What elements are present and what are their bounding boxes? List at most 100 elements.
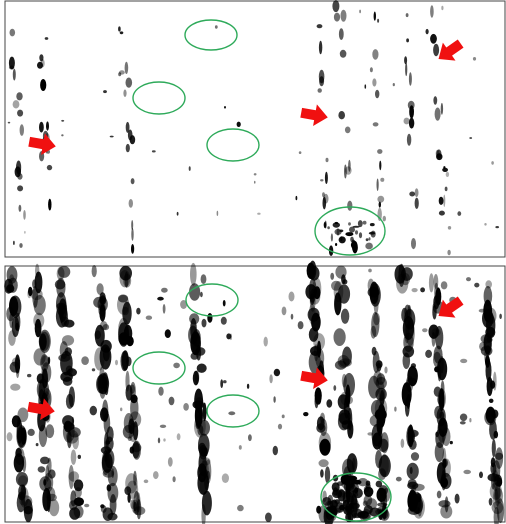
speckle bbox=[125, 77, 133, 88]
speckle bbox=[491, 409, 499, 419]
speckle bbox=[407, 505, 420, 515]
speckle bbox=[414, 188, 419, 198]
speckle bbox=[8, 65, 15, 70]
speckle bbox=[374, 397, 388, 419]
speckle bbox=[60, 371, 73, 382]
speckle bbox=[367, 432, 374, 436]
speckle bbox=[410, 363, 416, 369]
speckle bbox=[45, 465, 50, 482]
speckle bbox=[343, 505, 352, 515]
speckle bbox=[200, 447, 207, 457]
speckle bbox=[44, 37, 49, 40]
speckle bbox=[42, 487, 51, 512]
speckle bbox=[189, 283, 201, 301]
speckle bbox=[483, 299, 493, 323]
speckle bbox=[372, 122, 379, 127]
speckle bbox=[221, 473, 229, 484]
speckle bbox=[494, 482, 501, 507]
speckle bbox=[32, 279, 37, 289]
speckle bbox=[123, 89, 127, 97]
speckle bbox=[94, 347, 105, 371]
speckle bbox=[228, 411, 236, 416]
speckle bbox=[349, 496, 358, 506]
speckle bbox=[488, 398, 494, 403]
speckle bbox=[109, 135, 114, 138]
speckle bbox=[172, 476, 176, 483]
speckle bbox=[6, 432, 13, 442]
speckle bbox=[308, 350, 321, 374]
speckle bbox=[84, 503, 90, 508]
speckle bbox=[269, 374, 273, 384]
top-panel bbox=[4, 0, 506, 258]
speckle bbox=[39, 54, 44, 62]
speckle bbox=[103, 376, 108, 393]
speckle bbox=[151, 150, 156, 153]
speckle bbox=[69, 500, 78, 511]
speckle bbox=[316, 24, 323, 29]
speckle bbox=[214, 25, 218, 29]
speckle bbox=[120, 351, 129, 372]
speckle bbox=[201, 490, 212, 516]
speckle bbox=[392, 83, 395, 87]
speckle bbox=[16, 92, 23, 101]
speckle bbox=[377, 18, 380, 23]
circle-marker bbox=[132, 81, 186, 115]
speckle bbox=[94, 324, 105, 347]
speckle bbox=[13, 240, 15, 245]
speckle bbox=[332, 0, 340, 13]
speckle bbox=[12, 68, 16, 81]
speckle bbox=[298, 151, 302, 155]
speckle bbox=[100, 504, 105, 509]
speckle bbox=[318, 69, 325, 84]
speckle bbox=[101, 450, 110, 476]
speckle bbox=[410, 484, 417, 501]
speckle bbox=[159, 424, 167, 428]
speckle bbox=[127, 493, 131, 503]
speckle bbox=[440, 380, 445, 398]
speckle bbox=[334, 292, 342, 316]
speckle bbox=[118, 294, 129, 303]
speckle bbox=[253, 173, 257, 176]
speckle bbox=[407, 365, 418, 387]
speckle bbox=[434, 107, 441, 121]
speckle bbox=[384, 366, 388, 374]
speckle bbox=[373, 11, 376, 21]
speckle bbox=[220, 379, 224, 388]
speckle bbox=[37, 61, 43, 69]
speckle bbox=[433, 295, 440, 310]
speckle bbox=[363, 486, 374, 497]
speckle bbox=[15, 312, 21, 332]
speckle bbox=[369, 223, 375, 227]
speckle bbox=[375, 360, 383, 369]
speckle bbox=[322, 196, 327, 210]
speckle bbox=[194, 370, 200, 384]
speckle bbox=[444, 496, 449, 513]
speckle bbox=[324, 466, 331, 484]
speckle bbox=[430, 33, 437, 44]
circle-marker bbox=[132, 351, 186, 385]
speckle bbox=[220, 316, 227, 325]
speckle bbox=[183, 403, 189, 411]
speckle bbox=[441, 469, 447, 491]
speckle bbox=[207, 313, 213, 323]
speckle bbox=[359, 9, 361, 14]
speckle bbox=[370, 399, 384, 418]
speckle bbox=[485, 280, 493, 289]
speckle bbox=[433, 351, 442, 368]
arrow bbox=[28, 133, 56, 156]
speckle bbox=[378, 201, 381, 208]
speckle bbox=[409, 466, 413, 475]
speckle bbox=[405, 62, 408, 77]
speckle bbox=[380, 453, 389, 477]
speckle bbox=[382, 215, 386, 222]
speckle bbox=[368, 268, 372, 273]
speckle bbox=[322, 192, 325, 198]
speckle bbox=[479, 341, 487, 351]
speckle bbox=[357, 478, 369, 487]
speckle bbox=[68, 471, 80, 482]
speckle bbox=[368, 231, 376, 235]
speckle bbox=[68, 464, 75, 490]
speckle bbox=[91, 368, 96, 372]
speckle bbox=[372, 78, 377, 87]
speckle bbox=[37, 466, 46, 473]
